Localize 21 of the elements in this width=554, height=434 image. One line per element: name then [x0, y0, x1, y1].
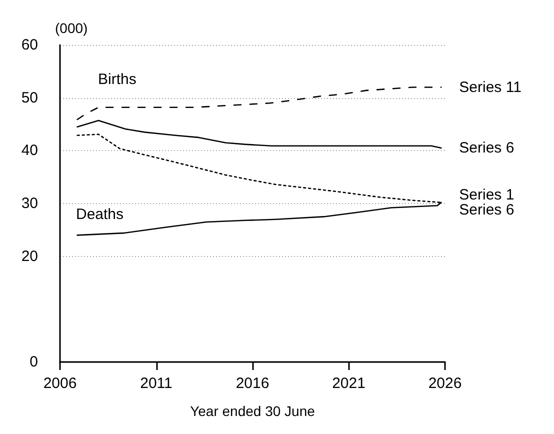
- x-tick-label: 2021: [332, 375, 366, 392]
- y-axis-title: (000): [55, 20, 88, 36]
- series-label: Series 11: [459, 78, 522, 96]
- y-tick-label: 0: [30, 354, 38, 370]
- y-tick-label: 30: [21, 195, 38, 212]
- y-tick-label: 50: [21, 89, 38, 106]
- line-series: [76, 86, 442, 120]
- line-series: [76, 120, 442, 149]
- y-tick-label: 60: [21, 36, 38, 54]
- x-tick-label: 2011: [140, 375, 172, 392]
- x-axis-title: Year ended 30 June: [190, 403, 316, 419]
- series-label: Series 6: [459, 140, 514, 157]
- annotation: Births: [98, 71, 136, 88]
- series-label: Series 1: [459, 186, 514, 204]
- y-tick-label: 20: [21, 248, 38, 265]
- x-tick-label: 2026: [428, 375, 462, 392]
- x-tick-label: 2016: [236, 375, 270, 392]
- y-tick-label: 40: [21, 142, 38, 160]
- series-label: Series 6: [459, 201, 514, 218]
- annotation: Deaths: [76, 206, 124, 223]
- x-tick-label: 2006: [43, 375, 77, 392]
